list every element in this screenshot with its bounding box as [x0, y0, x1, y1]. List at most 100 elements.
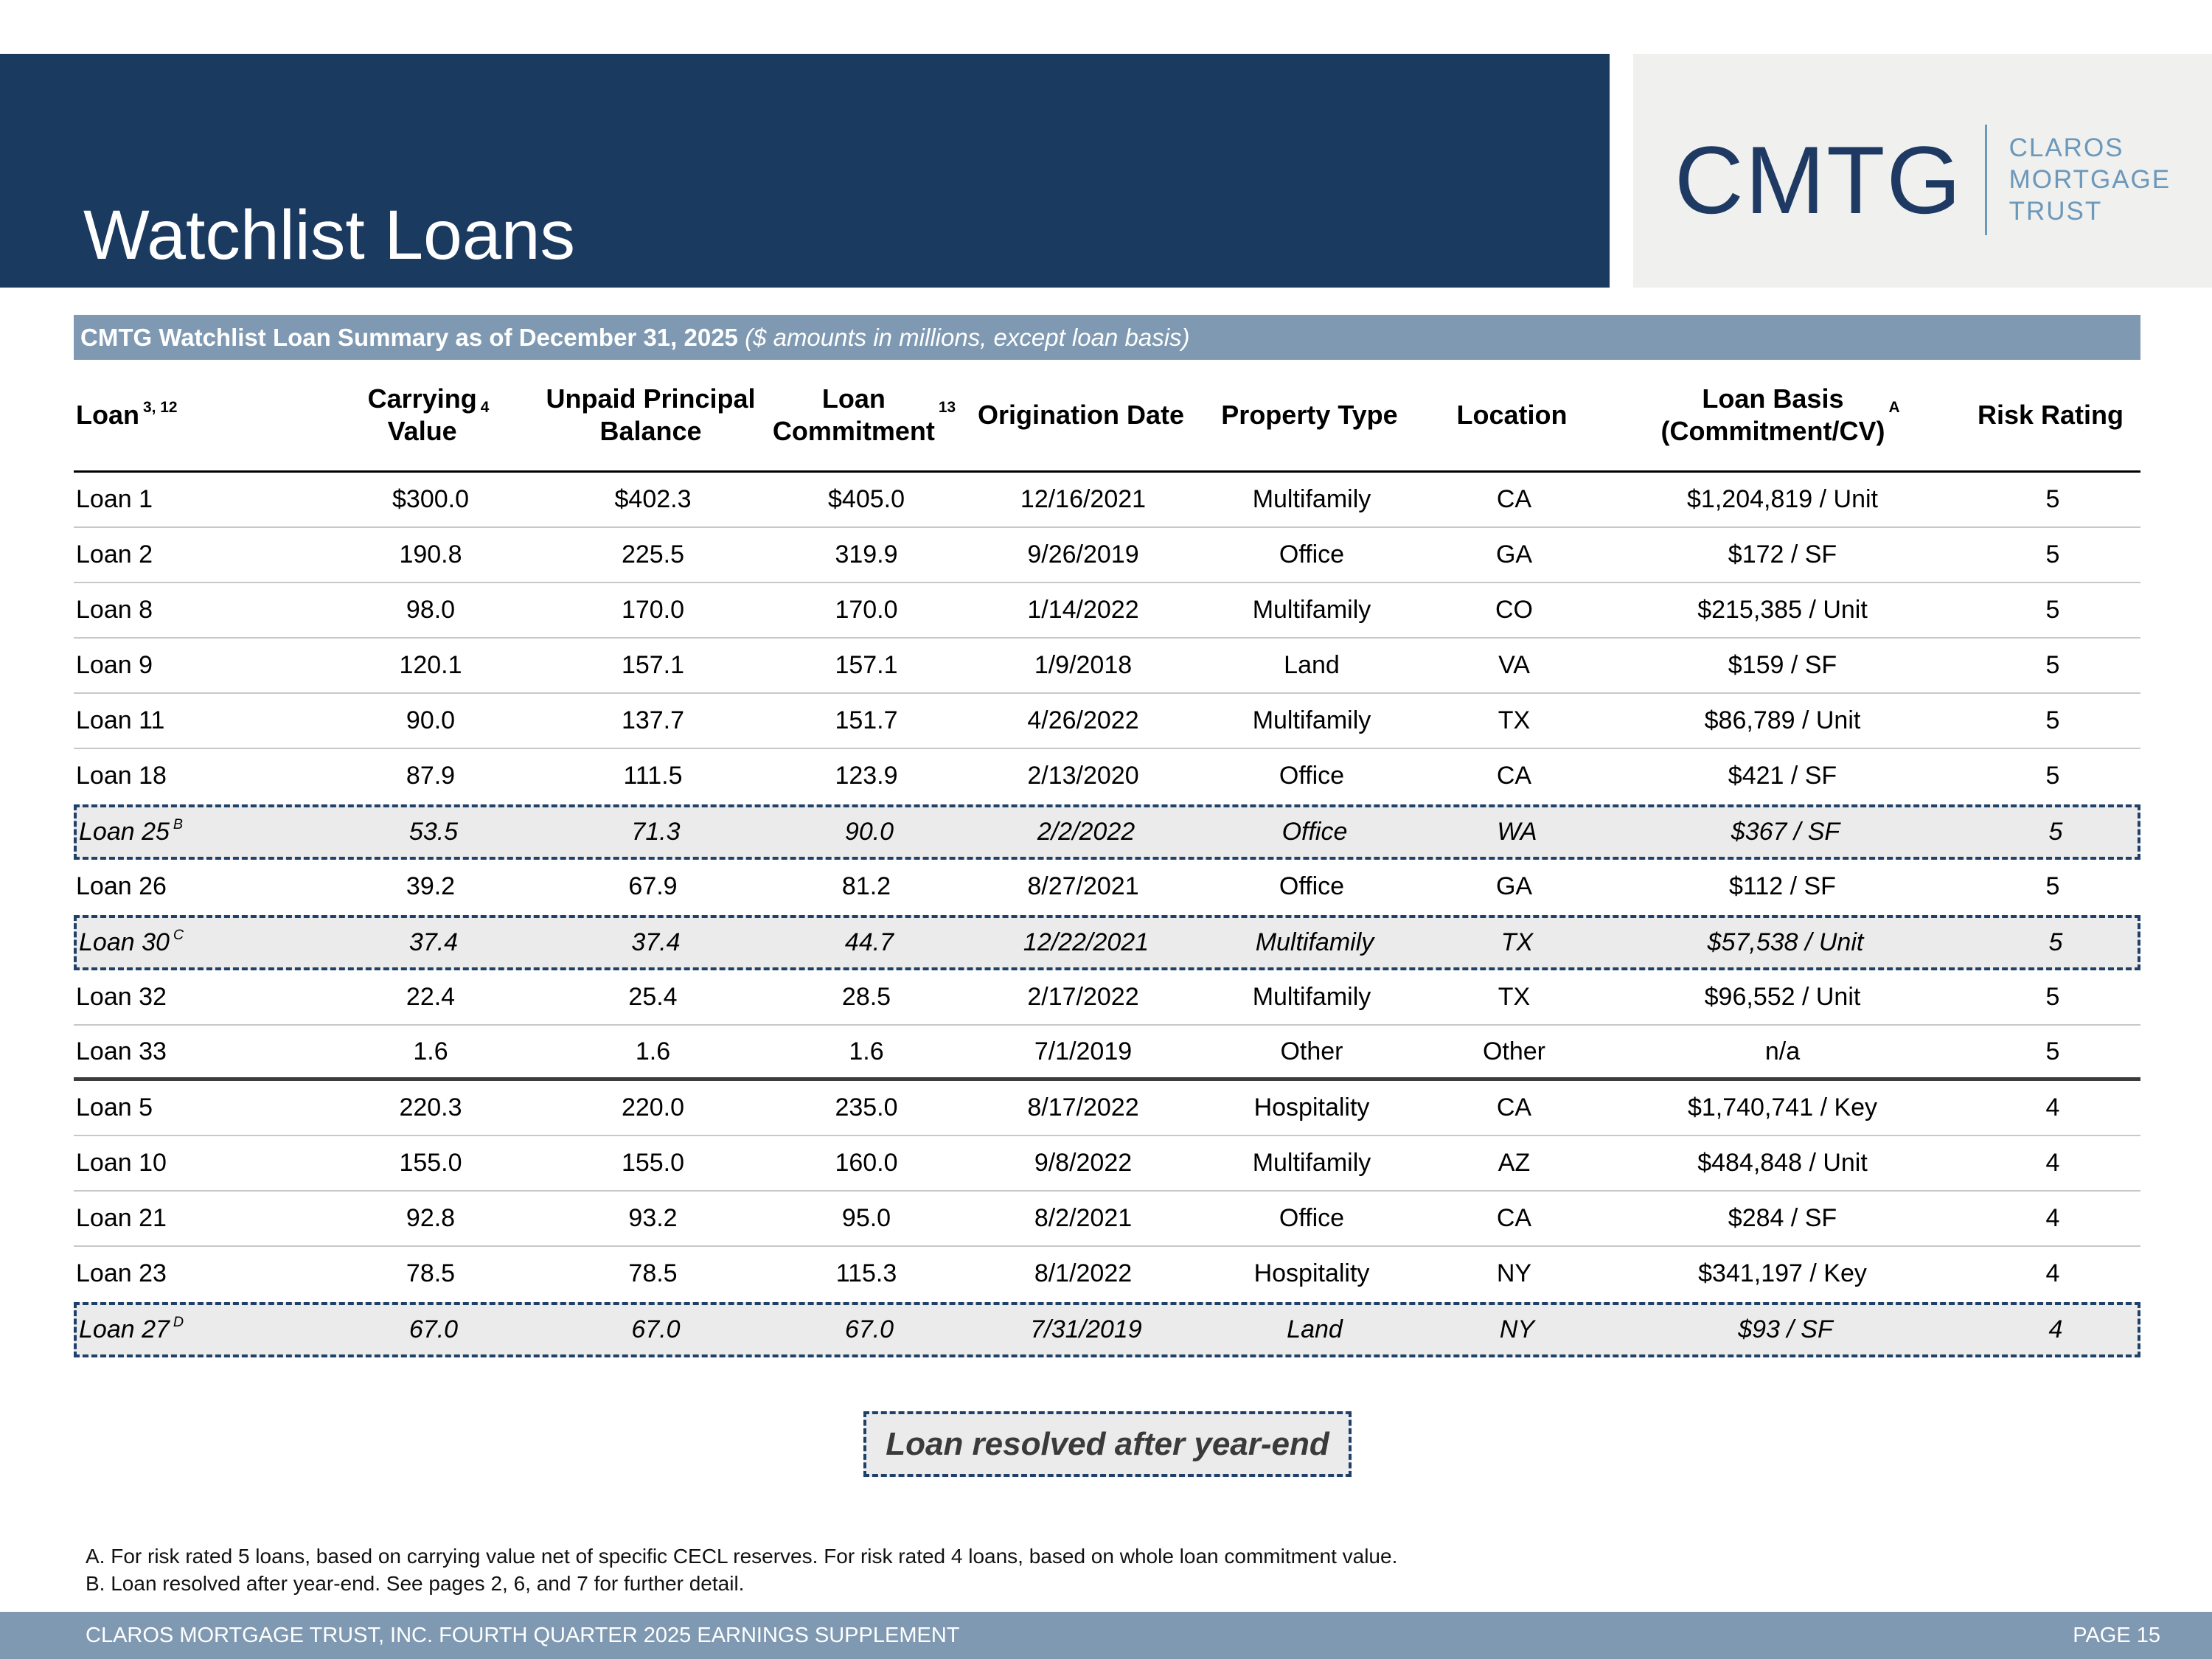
company-logo: CMTG CLAROS MORTGAGE TRUST	[1633, 54, 2212, 288]
unpaid-principal-balance-cell: 25.4	[628, 983, 678, 1011]
loan-commitment-cell: $405.0	[828, 485, 905, 513]
table-row: Loan 1 $300.0 $402.3 $405.0 12/16/2021 Multif…	[74, 473, 2140, 528]
loan-name-cell: Loan 9	[76, 651, 153, 679]
origination-date-cell: 2/13/2020	[1027, 762, 1139, 790]
loan-commitment-cell: 319.9	[835, 540, 898, 568]
location-cell: AZ	[1498, 1149, 1531, 1177]
page-title: Watchlist Loans	[83, 196, 576, 274]
table-row: Loan 23 78.5 78.5 115.3 8/1/2022 Hospitality N…	[74, 1247, 2140, 1302]
property-type-cell: Multifamily	[1252, 983, 1371, 1011]
location-cell: Other	[1482, 1037, 1546, 1065]
location-cell: CO	[1495, 596, 1533, 624]
location-cell: WA	[1497, 818, 1537, 846]
watchlist-table: Loan 3, 12 Carrying Value 4 Unpaid Princip…	[74, 360, 2140, 1357]
table-row-highlighted: Loan 25 B 53.5 71.3 90.0 2/2/2022 Office WA $367…	[74, 804, 2140, 860]
header-band	[0, 54, 1610, 288]
risk-rating-cell: 4	[2048, 1315, 2063, 1343]
loan-name-cell: Loan 18	[76, 762, 167, 790]
risk-rating-cell: 5	[2045, 1037, 2060, 1065]
table-row: Loan 11 90.0 137.7 151.7 4/26/2022 Multifamil…	[74, 694, 2140, 749]
loan-commitment-cell: 170.0	[835, 596, 898, 624]
property-type-cell: Land	[1284, 651, 1340, 679]
unpaid-principal-balance-cell: 71.3	[631, 818, 681, 846]
loan-name-cell: Loan 26	[76, 872, 167, 900]
column-header-carrying-value: Carrying Value 4	[367, 383, 490, 446]
property-type-cell: Multifamily	[1252, 596, 1371, 624]
unpaid-principal-balance-cell: $402.3	[614, 485, 692, 513]
column-header-property-type: Property Type	[1221, 400, 1398, 430]
property-type-cell: Office	[1279, 540, 1345, 568]
loan-commitment-cell: 157.1	[835, 651, 898, 679]
loan-name-cell: Loan 30 C	[79, 927, 184, 956]
carrying-value-cell: 1.6	[413, 1037, 448, 1065]
loan-basis-cell: $367 / SF	[1731, 818, 1840, 846]
unpaid-principal-balance-cell: 93.2	[628, 1204, 678, 1232]
location-cell: TX	[1498, 983, 1531, 1011]
carrying-value-cell: 78.5	[406, 1259, 456, 1287]
loan-basis-cell: $57,538 / Unit	[1707, 928, 1864, 956]
carrying-value-cell: 87.9	[406, 762, 456, 790]
origination-date-cell: 1/14/2022	[1027, 596, 1139, 624]
loan-basis-cell: $159 / SF	[1728, 651, 1837, 679]
unpaid-principal-balance-cell: 170.0	[621, 596, 685, 624]
table-row-highlighted: Loan 30 C 37.4 37.4 44.7 12/22/2021 Multifamil…	[74, 915, 2140, 970]
footer-page-number: PAGE 15	[2073, 1623, 2160, 1647]
risk-rating-cell: 4	[2045, 1149, 2060, 1177]
risk-rating-cell: 5	[2045, 872, 2060, 900]
carrying-value-cell: 37.4	[408, 928, 459, 956]
loan-commitment-cell: 160.0	[835, 1149, 898, 1177]
carrying-value-cell: 98.0	[406, 596, 456, 624]
table-title-band: CMTG Watchlist Loan Summary as of Decemb…	[74, 315, 2140, 360]
risk-rating-cell: 5	[2045, 762, 2060, 790]
origination-date-cell: 4/26/2022	[1027, 706, 1139, 734]
property-type-cell: Multifamily	[1252, 1149, 1371, 1177]
column-header-loan-basis: Loan Basis (Commitment/CV) A	[1660, 383, 1900, 446]
risk-rating-cell: 5	[2045, 651, 2060, 679]
location-cell: GA	[1495, 540, 1533, 568]
loan-name-cell: Loan 2	[76, 540, 153, 568]
carrying-value-cell: 190.8	[399, 540, 462, 568]
loan-commitment-cell: 81.2	[841, 872, 891, 900]
risk-rating-cell: 5	[2045, 485, 2060, 513]
table-row-highlighted: Loan 27 D 67.0 67.0 67.0 7/31/2019 Land NY $93 /…	[74, 1302, 2140, 1357]
footnote-a: A. For risk rated 5 loans, based on carr…	[86, 1545, 1398, 1568]
table-row: Loan 9 120.1 157.1 157.1 1/9/2018 Land VA $159 …	[74, 639, 2140, 694]
loan-name-cell: Loan 23	[76, 1259, 167, 1287]
property-type-cell: Multifamily	[1252, 485, 1371, 513]
loan-commitment-cell: 235.0	[835, 1093, 898, 1121]
table-title-bold: CMTG Watchlist Loan Summary as of Decemb…	[80, 323, 738, 351]
table-row: Loan 33 1.6 1.6 1.6 7/1/2019 Other Other n/a 5	[74, 1026, 2140, 1081]
table-row: Loan 18 87.9 111.5 123.9 2/13/2020 Office CA $4…	[74, 749, 2140, 804]
location-cell: NY	[1499, 1315, 1535, 1343]
loan-basis-cell: $96,552 / Unit	[1704, 983, 1861, 1011]
origination-date-cell: 7/31/2019	[1030, 1315, 1142, 1343]
carrying-value-cell: 67.0	[408, 1315, 459, 1343]
loan-name-cell: Loan 32	[76, 983, 167, 1011]
location-cell: TX	[1498, 706, 1531, 734]
logo-ticker: CMTG	[1674, 125, 1963, 234]
unpaid-principal-balance-cell: 37.4	[631, 928, 681, 956]
loan-basis-cell: $1,740,741 / Key	[1687, 1093, 1878, 1121]
location-cell: CA	[1496, 485, 1532, 513]
loan-basis-cell: $341,197 / Key	[1698, 1259, 1867, 1287]
unpaid-principal-balance-cell: 111.5	[623, 762, 683, 790]
property-type-cell: Office	[1279, 1204, 1345, 1232]
carrying-value-cell: 92.8	[406, 1204, 456, 1232]
table-row: Loan 10 155.0 155.0 160.0 9/8/2022 Multifamil…	[74, 1136, 2140, 1192]
origination-date-cell: 12/16/2021	[1020, 485, 1147, 513]
location-cell: GA	[1495, 872, 1533, 900]
table-row: Loan 26 39.2 67.9 81.2 8/27/2021 Office GA $112…	[74, 860, 2140, 915]
origination-date-cell: 7/1/2019	[1034, 1037, 1133, 1065]
risk-rating-cell: 5	[2045, 596, 2060, 624]
logo-divider	[1984, 124, 1987, 235]
footer-title: CLAROS MORTGAGE TRUST, INC. FOURTH QUART…	[86, 1623, 960, 1647]
unpaid-principal-balance-cell: 67.9	[628, 872, 678, 900]
loan-basis-cell: $172 / SF	[1728, 540, 1837, 568]
column-header-origination-date: Origination Date	[977, 400, 1185, 430]
location-cell: NY	[1496, 1259, 1532, 1287]
origination-date-cell: 2/17/2022	[1027, 983, 1139, 1011]
location-cell: VA	[1498, 651, 1530, 679]
loan-commitment-cell: 67.0	[844, 1315, 894, 1343]
loan-commitment-cell: 115.3	[835, 1259, 897, 1287]
loan-basis-cell: $484,848 / Unit	[1697, 1149, 1868, 1177]
